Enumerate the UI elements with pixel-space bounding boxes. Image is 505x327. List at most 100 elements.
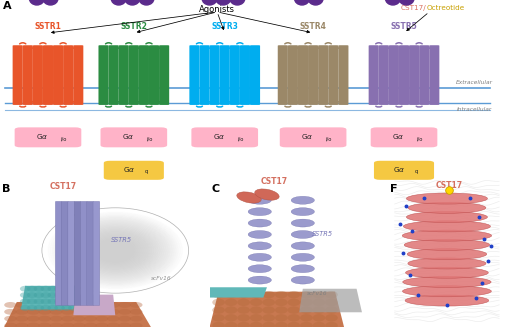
FancyBboxPatch shape xyxy=(409,45,419,105)
Ellipse shape xyxy=(237,306,250,314)
Ellipse shape xyxy=(405,295,489,306)
Ellipse shape xyxy=(38,309,51,315)
FancyBboxPatch shape xyxy=(33,45,43,105)
Text: G$\alpha$: G$\alpha$ xyxy=(123,165,135,174)
Ellipse shape xyxy=(73,316,85,322)
FancyBboxPatch shape xyxy=(104,161,164,180)
FancyBboxPatch shape xyxy=(73,45,83,105)
Ellipse shape xyxy=(71,225,160,276)
Ellipse shape xyxy=(16,322,28,327)
Ellipse shape xyxy=(248,242,271,250)
Text: i/o: i/o xyxy=(146,136,153,141)
Text: scFv16: scFv16 xyxy=(151,276,172,281)
FancyBboxPatch shape xyxy=(389,45,399,105)
FancyBboxPatch shape xyxy=(419,45,429,105)
Text: B: B xyxy=(2,184,11,194)
Ellipse shape xyxy=(75,227,156,274)
Ellipse shape xyxy=(95,309,108,315)
Ellipse shape xyxy=(67,223,164,278)
Ellipse shape xyxy=(408,202,486,213)
Ellipse shape xyxy=(325,314,338,321)
Text: Intracellular: Intracellular xyxy=(457,107,492,112)
Ellipse shape xyxy=(20,292,30,298)
Ellipse shape xyxy=(248,231,271,238)
Ellipse shape xyxy=(119,309,131,315)
Ellipse shape xyxy=(73,302,85,308)
Ellipse shape xyxy=(308,0,323,5)
Text: G$\alpha$: G$\alpha$ xyxy=(122,132,134,141)
Ellipse shape xyxy=(84,316,97,322)
Ellipse shape xyxy=(38,322,51,327)
Ellipse shape xyxy=(291,242,315,250)
Ellipse shape xyxy=(27,305,37,311)
Ellipse shape xyxy=(61,292,72,298)
FancyBboxPatch shape xyxy=(87,201,93,305)
Ellipse shape xyxy=(263,291,275,298)
Text: G$\alpha$: G$\alpha$ xyxy=(36,132,48,141)
Ellipse shape xyxy=(27,286,37,292)
Ellipse shape xyxy=(225,306,237,314)
Ellipse shape xyxy=(38,302,51,308)
Ellipse shape xyxy=(56,217,174,284)
Ellipse shape xyxy=(255,189,279,200)
FancyBboxPatch shape xyxy=(13,45,23,105)
Ellipse shape xyxy=(50,302,63,308)
Ellipse shape xyxy=(225,299,237,306)
FancyBboxPatch shape xyxy=(399,45,409,105)
Text: q: q xyxy=(415,169,419,174)
Text: i/o: i/o xyxy=(237,136,244,141)
Text: i/o: i/o xyxy=(61,136,67,141)
Ellipse shape xyxy=(27,309,39,315)
Ellipse shape xyxy=(73,226,158,275)
Ellipse shape xyxy=(20,305,30,311)
Ellipse shape xyxy=(68,292,79,298)
Ellipse shape xyxy=(275,314,287,321)
Ellipse shape xyxy=(93,238,138,263)
Ellipse shape xyxy=(248,265,271,273)
Ellipse shape xyxy=(83,232,148,269)
Ellipse shape xyxy=(107,302,120,308)
Ellipse shape xyxy=(407,212,487,223)
Text: G$\alpha$: G$\alpha$ xyxy=(392,132,404,141)
Ellipse shape xyxy=(84,302,97,308)
Text: CST17: CST17 xyxy=(436,181,463,190)
Ellipse shape xyxy=(291,276,315,284)
Ellipse shape xyxy=(287,314,300,321)
Ellipse shape xyxy=(95,302,108,308)
Ellipse shape xyxy=(406,267,488,278)
Ellipse shape xyxy=(287,291,300,298)
Ellipse shape xyxy=(40,292,51,298)
Ellipse shape xyxy=(29,0,44,5)
Ellipse shape xyxy=(130,302,142,308)
Polygon shape xyxy=(4,302,151,327)
Ellipse shape xyxy=(263,299,275,306)
Ellipse shape xyxy=(61,305,72,311)
Text: SSTR4: SSTR4 xyxy=(299,22,327,31)
Ellipse shape xyxy=(300,299,313,306)
Ellipse shape xyxy=(87,234,144,267)
Ellipse shape xyxy=(85,233,146,268)
FancyBboxPatch shape xyxy=(280,127,346,147)
Ellipse shape xyxy=(248,253,271,261)
Ellipse shape xyxy=(27,302,39,308)
Ellipse shape xyxy=(313,306,325,314)
Ellipse shape xyxy=(27,322,39,327)
Ellipse shape xyxy=(95,322,108,327)
Ellipse shape xyxy=(84,322,97,327)
Ellipse shape xyxy=(403,221,490,232)
FancyBboxPatch shape xyxy=(230,45,240,105)
Ellipse shape xyxy=(68,286,79,292)
Ellipse shape xyxy=(125,0,140,5)
Ellipse shape xyxy=(61,286,72,292)
Polygon shape xyxy=(21,286,80,309)
Ellipse shape xyxy=(291,231,315,238)
Ellipse shape xyxy=(407,193,487,204)
Ellipse shape xyxy=(34,286,44,292)
Ellipse shape xyxy=(248,208,271,216)
Ellipse shape xyxy=(139,0,154,5)
Ellipse shape xyxy=(107,246,124,255)
Ellipse shape xyxy=(77,228,154,273)
Text: G$\alpha$: G$\alpha$ xyxy=(301,132,313,141)
Ellipse shape xyxy=(69,224,162,277)
Ellipse shape xyxy=(275,306,287,314)
